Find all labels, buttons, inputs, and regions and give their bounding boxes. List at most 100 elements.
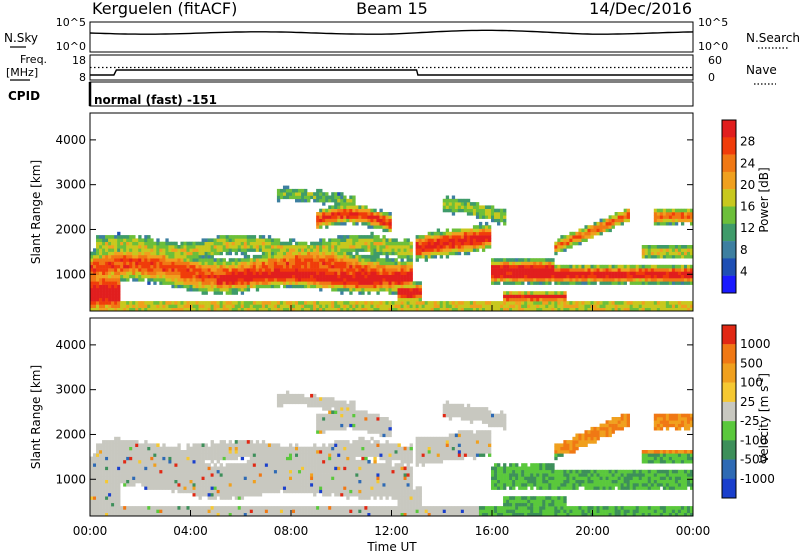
data-cell: [201, 453, 205, 457]
data-cell: [111, 271, 115, 275]
data-cell: [352, 241, 356, 246]
data-cell: [228, 245, 232, 249]
data-cell: [255, 271, 260, 275]
data-cell: [530, 268, 534, 272]
data-cell: [376, 281, 380, 285]
data-cell: [213, 492, 217, 497]
data-cell: [304, 251, 308, 256]
data-cell: [397, 245, 401, 249]
data-cell: [243, 509, 248, 513]
data-cell: [659, 268, 664, 272]
data-cell: [620, 212, 624, 216]
data-cell: [539, 271, 543, 275]
data-cell: [406, 304, 410, 308]
data-cell: [298, 459, 302, 464]
data-cell: [90, 258, 94, 262]
data-cell: [325, 248, 329, 252]
data-cell: [246, 271, 251, 275]
data-cell: [674, 218, 679, 223]
data-cell: [165, 486, 169, 490]
data-cell: [292, 446, 296, 451]
data-cell: [123, 506, 127, 510]
data-cell: [279, 469, 284, 474]
data-cell: [343, 268, 347, 272]
data-cell: [659, 245, 664, 249]
data-cell: [355, 235, 359, 239]
data-cell: [273, 463, 278, 467]
data-cell: [352, 205, 356, 209]
data-cell: [132, 238, 136, 242]
data-cell: [334, 221, 338, 226]
data-cell: [102, 281, 106, 285]
data-cell: [171, 479, 175, 484]
data-cell: [183, 466, 187, 471]
data-cell: [668, 301, 673, 305]
data-cell: [117, 502, 121, 507]
data-cell: [686, 254, 691, 259]
data-cell: [96, 466, 100, 471]
data-cell: [497, 261, 501, 266]
data-cell: [126, 274, 130, 279]
data-cell: [210, 450, 214, 454]
data-cell: [497, 268, 501, 272]
data-cell: [497, 304, 501, 308]
data-cell: [346, 254, 350, 259]
data-cell: [288, 483, 293, 487]
data-cell: [524, 291, 528, 295]
data-cell: [198, 469, 202, 474]
data-cell: [668, 271, 673, 275]
data-cell: [602, 274, 606, 279]
data-cell: [135, 264, 139, 269]
data-cell: [219, 251, 223, 256]
data-cell: [608, 301, 612, 305]
data-cell: [249, 241, 254, 246]
data-cell: [144, 459, 148, 464]
data-cell: [644, 251, 649, 256]
data-cell: [165, 278, 169, 282]
data-cell: [273, 238, 278, 242]
data-cell: [412, 291, 416, 295]
data-cell: [267, 261, 272, 266]
data-cell: [282, 278, 287, 282]
data-cell: [608, 221, 612, 226]
data-cell: [150, 307, 154, 312]
data-cell: [198, 254, 202, 259]
data-cell: [255, 463, 260, 467]
data-cell: [421, 241, 425, 246]
data-cell: [288, 245, 293, 249]
data-cell: [168, 512, 172, 517]
data-cell: [466, 212, 471, 216]
data-cell: [207, 453, 211, 457]
data-cell: [120, 271, 124, 275]
data-cell: [530, 271, 534, 275]
data-cell: [93, 473, 97, 477]
data-cell: [168, 254, 172, 259]
data-cell: [108, 271, 112, 275]
data-cell: [367, 291, 371, 295]
data-cell: [180, 463, 184, 467]
data-cell: [316, 281, 320, 285]
data-cell: [620, 268, 624, 272]
data-cell: [288, 469, 293, 474]
data-cell: [186, 443, 190, 447]
data-cell: [415, 245, 419, 249]
data-cell: [96, 489, 100, 494]
data-cell: [102, 241, 106, 246]
data-cell: [512, 291, 516, 295]
data-cell: [273, 274, 278, 279]
data-cell: [183, 271, 187, 275]
data-cell: [298, 251, 302, 256]
data-cell: [403, 254, 407, 259]
data-cell: [406, 258, 410, 262]
data-cell: [662, 212, 667, 216]
data-cell: [234, 446, 239, 451]
data-cell: [484, 231, 489, 236]
data-cell: [132, 473, 136, 477]
data-cell: [560, 271, 564, 275]
data-cell: [273, 443, 278, 447]
data-cell: [114, 264, 118, 269]
data-cell: [192, 473, 196, 477]
data-cell: [668, 254, 673, 259]
data-cell: [487, 245, 492, 249]
data-cell: [445, 241, 450, 246]
